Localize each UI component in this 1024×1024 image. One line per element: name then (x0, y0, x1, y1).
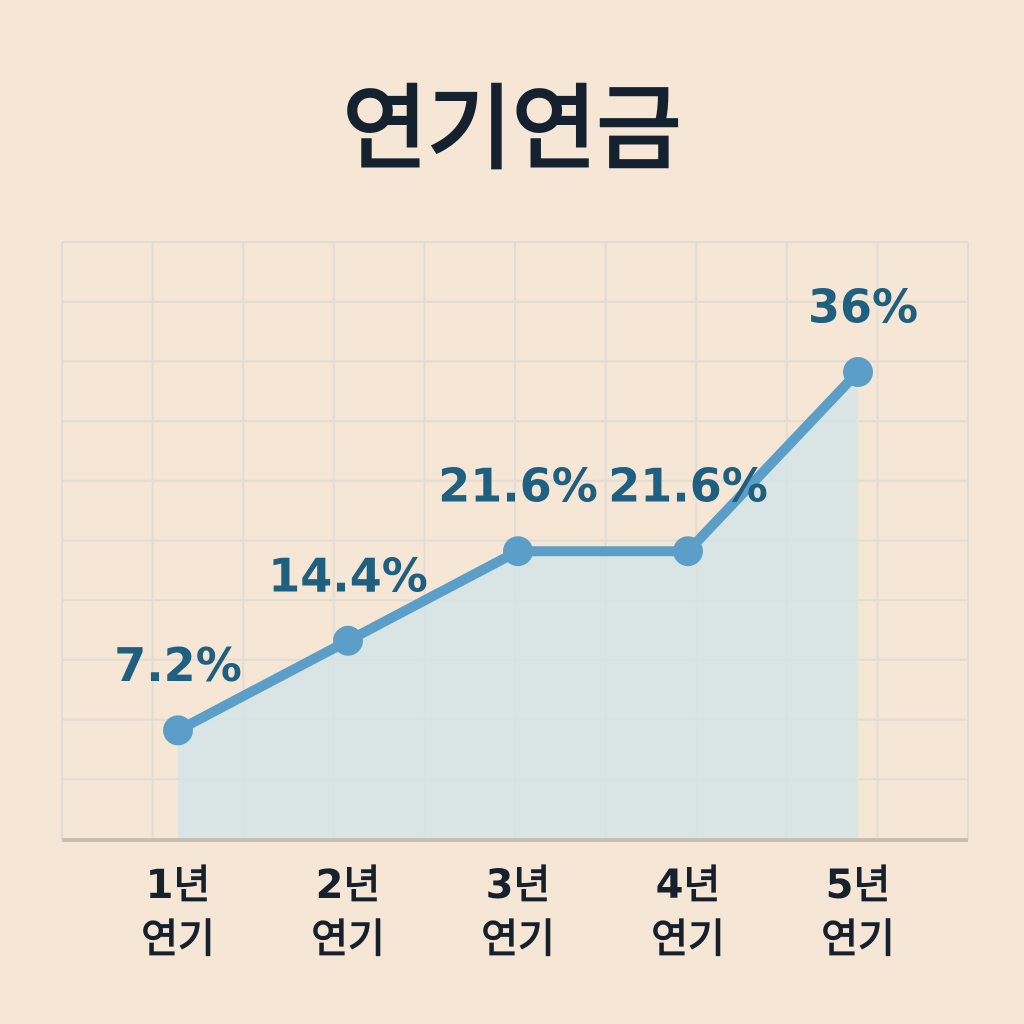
point (673, 536, 703, 567)
x-tick-label: 1년 연기 (141, 862, 215, 962)
chart-title: 연기연금 (343, 75, 682, 182)
data-label: 21.6% (608, 459, 768, 513)
data-label: 7.2% (114, 638, 242, 692)
data-label: 21.6% (438, 459, 598, 513)
point (163, 715, 193, 746)
x-tick-label: 4년 연기 (651, 862, 725, 962)
point (333, 625, 363, 656)
point (503, 536, 533, 567)
data-label: 36% (808, 280, 918, 334)
area (178, 372, 858, 840)
x-tick-label: 2년 연기 (311, 862, 385, 962)
point (843, 357, 873, 387)
x-tick-label: 5년 연기 (821, 862, 895, 962)
x-tick-label: 3년 연기 (481, 862, 555, 962)
data-label: 14.4% (268, 548, 428, 602)
